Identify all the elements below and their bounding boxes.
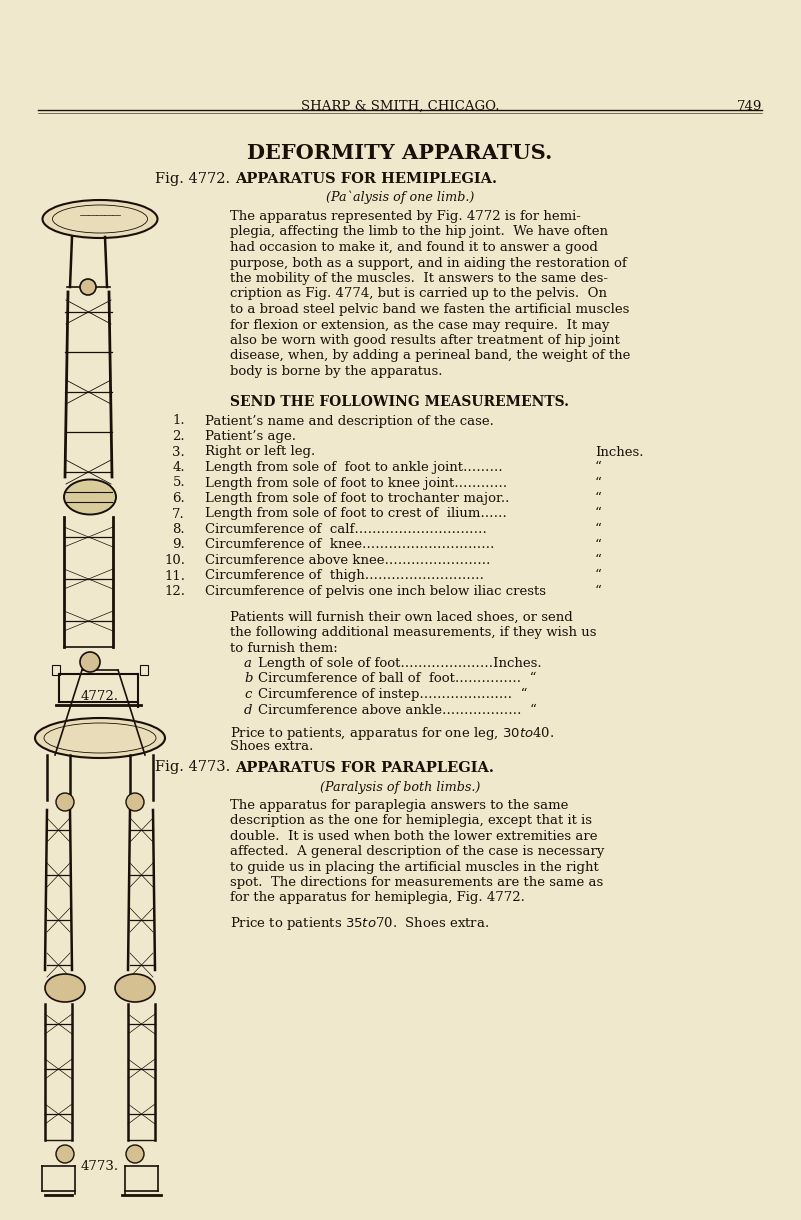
Text: Circumference of  calf…………………………: Circumference of calf………………………… — [205, 523, 487, 536]
Text: body is borne by the apparatus.: body is borne by the apparatus. — [230, 365, 442, 378]
Text: description as the one for hemiplegia, except that it is: description as the one for hemiplegia, e… — [230, 814, 592, 827]
Text: (Pa`alysis of one limb.): (Pa`alysis of one limb.) — [326, 192, 474, 205]
Text: Patient’s name and description of the case.: Patient’s name and description of the ca… — [205, 415, 494, 427]
Text: Length of sole of foot…………………Inches.: Length of sole of foot…………………Inches. — [258, 658, 541, 670]
Text: to a broad steel pelvic band we fasten the artificial muscles: to a broad steel pelvic band we fasten t… — [230, 303, 630, 316]
Text: Circumference of  thigh………………………: Circumference of thigh……………………… — [205, 570, 484, 582]
Text: SHARP & SMITH, CHICAGO.: SHARP & SMITH, CHICAGO. — [300, 100, 499, 113]
Text: Length from sole of foot to trochanter major..: Length from sole of foot to trochanter m… — [205, 492, 509, 505]
Text: “: “ — [595, 570, 602, 582]
Text: purpose, both as a support, and in aiding the restoration of: purpose, both as a support, and in aidin… — [230, 256, 626, 270]
Text: a: a — [244, 658, 252, 670]
Text: Fig. 4772.: Fig. 4772. — [155, 172, 230, 185]
Text: “: “ — [595, 523, 602, 536]
Text: 1.: 1. — [172, 415, 185, 427]
Text: 10.: 10. — [164, 554, 185, 567]
Ellipse shape — [42, 200, 158, 238]
Bar — [52, 665, 60, 675]
Text: the mobility of the muscles.  It answers to the same des-: the mobility of the muscles. It answers … — [230, 272, 608, 285]
Text: 2.: 2. — [172, 429, 185, 443]
Text: Length from sole of  foot to ankle joint………: Length from sole of foot to ankle joint…… — [205, 461, 503, 475]
Ellipse shape — [115, 974, 155, 1002]
Text: also be worn with good results after treatment of hip joint: also be worn with good results after tre… — [230, 334, 620, 346]
Text: “: “ — [595, 586, 602, 598]
Text: “: “ — [595, 508, 602, 521]
Text: the following additional measurements, if they wish us: the following additional measurements, i… — [230, 626, 597, 639]
Text: plegia, affecting the limb to the hip joint.  We have often: plegia, affecting the limb to the hip jo… — [230, 226, 608, 238]
Circle shape — [126, 1146, 144, 1163]
Text: Price to patients $35 to $70.  Shoes extra.: Price to patients $35 to $70. Shoes extr… — [230, 915, 489, 932]
Text: APPARATUS FOR PARAPLEGIA.: APPARATUS FOR PARAPLEGIA. — [235, 760, 494, 775]
Text: Circumference of pelvis one inch below iliac crests: Circumference of pelvis one inch below i… — [205, 586, 546, 598]
Text: Circumference above knee……………………: Circumference above knee…………………… — [205, 554, 490, 567]
Text: 3.: 3. — [172, 445, 185, 459]
Text: affected.  A general description of the case is necessary: affected. A general description of the c… — [230, 845, 605, 858]
Text: to guide us in placing the artificial muscles in the right: to guide us in placing the artificial mu… — [230, 860, 599, 874]
Ellipse shape — [35, 719, 165, 758]
Text: Price to patients, apparatus for one leg, $30 to $40.: Price to patients, apparatus for one leg… — [230, 725, 554, 742]
Text: “: “ — [595, 492, 602, 505]
Text: 12.: 12. — [164, 586, 185, 598]
Circle shape — [56, 1146, 74, 1163]
Bar — [140, 665, 148, 675]
Text: Circumference of instep…………………  “: Circumference of instep………………… “ — [258, 688, 528, 701]
Text: 7.: 7. — [172, 508, 185, 521]
Text: “: “ — [595, 477, 602, 489]
Text: The apparatus represented by Fig. 4772 is for hemi-: The apparatus represented by Fig. 4772 i… — [230, 210, 581, 223]
Text: Length from sole of foot to knee joint…………: Length from sole of foot to knee joint……… — [205, 477, 507, 489]
Text: 9.: 9. — [172, 538, 185, 551]
Text: cription as Fig. 4774, but is carried up to the pelvis.  On: cription as Fig. 4774, but is carried up… — [230, 288, 607, 300]
Text: Patient’s age.: Patient’s age. — [205, 429, 296, 443]
Text: double.  It is used when both the lower extremities are: double. It is used when both the lower e… — [230, 830, 598, 843]
Text: for the apparatus for hemiplegia, Fig. 4772.: for the apparatus for hemiplegia, Fig. 4… — [230, 892, 525, 904]
Text: (Paralysis of both limbs.): (Paralysis of both limbs.) — [320, 781, 480, 793]
Text: had occasion to make it, and found it to answer a good: had occasion to make it, and found it to… — [230, 242, 598, 254]
Text: 11.: 11. — [164, 570, 185, 582]
Text: 4.: 4. — [172, 461, 185, 475]
Text: “: “ — [595, 461, 602, 475]
Text: “: “ — [595, 554, 602, 567]
Text: Right or left leg.: Right or left leg. — [205, 445, 316, 459]
Text: 5.: 5. — [172, 477, 185, 489]
Text: Circumference of ball of  foot……………  “: Circumference of ball of foot…………… “ — [258, 672, 537, 686]
Text: Fig. 4773.: Fig. 4773. — [155, 760, 230, 775]
Text: c: c — [244, 688, 252, 701]
Text: to furnish them:: to furnish them: — [230, 642, 338, 654]
Text: 4772.: 4772. — [81, 691, 119, 703]
Text: The apparatus for paraplegia answers to the same: The apparatus for paraplegia answers to … — [230, 799, 569, 811]
Ellipse shape — [45, 974, 85, 1002]
Text: Circumference of  knee…………………………: Circumference of knee………………………… — [205, 538, 494, 551]
Text: d: d — [244, 704, 252, 716]
Text: 4773.: 4773. — [81, 1160, 119, 1172]
Circle shape — [80, 651, 100, 672]
Text: 8.: 8. — [172, 523, 185, 536]
Circle shape — [80, 279, 96, 295]
Text: DEFORMITY APPARATUS.: DEFORMITY APPARATUS. — [248, 143, 553, 163]
Ellipse shape — [64, 479, 116, 515]
Text: for flexion or extension, as the case may require.  It may: for flexion or extension, as the case ma… — [230, 318, 610, 332]
Text: “: “ — [595, 538, 602, 551]
Text: 749: 749 — [737, 100, 762, 113]
Text: SEND THE FOLLOWING MEASUREMENTS.: SEND THE FOLLOWING MEASUREMENTS. — [231, 394, 570, 409]
Text: 6.: 6. — [172, 492, 185, 505]
Text: spot.  The directions for measurements are the same as: spot. The directions for measurements ar… — [230, 876, 603, 889]
Text: APPARATUS FOR HEMIPLEGIA.: APPARATUS FOR HEMIPLEGIA. — [235, 172, 497, 185]
Circle shape — [56, 793, 74, 811]
Text: Shoes extra.: Shoes extra. — [230, 741, 313, 754]
Text: b: b — [244, 672, 252, 686]
Text: Circumference above ankle………………  “: Circumference above ankle……………… “ — [258, 704, 537, 716]
Text: Inches.: Inches. — [595, 445, 643, 459]
Circle shape — [126, 793, 144, 811]
Text: Patients will furnish their own laced shoes, or send: Patients will furnish their own laced sh… — [230, 610, 573, 623]
Text: Length from sole of foot to crest of  ilium……: Length from sole of foot to crest of ili… — [205, 508, 507, 521]
Text: disease, when, by adding a perineal band, the weight of the: disease, when, by adding a perineal band… — [230, 349, 630, 362]
